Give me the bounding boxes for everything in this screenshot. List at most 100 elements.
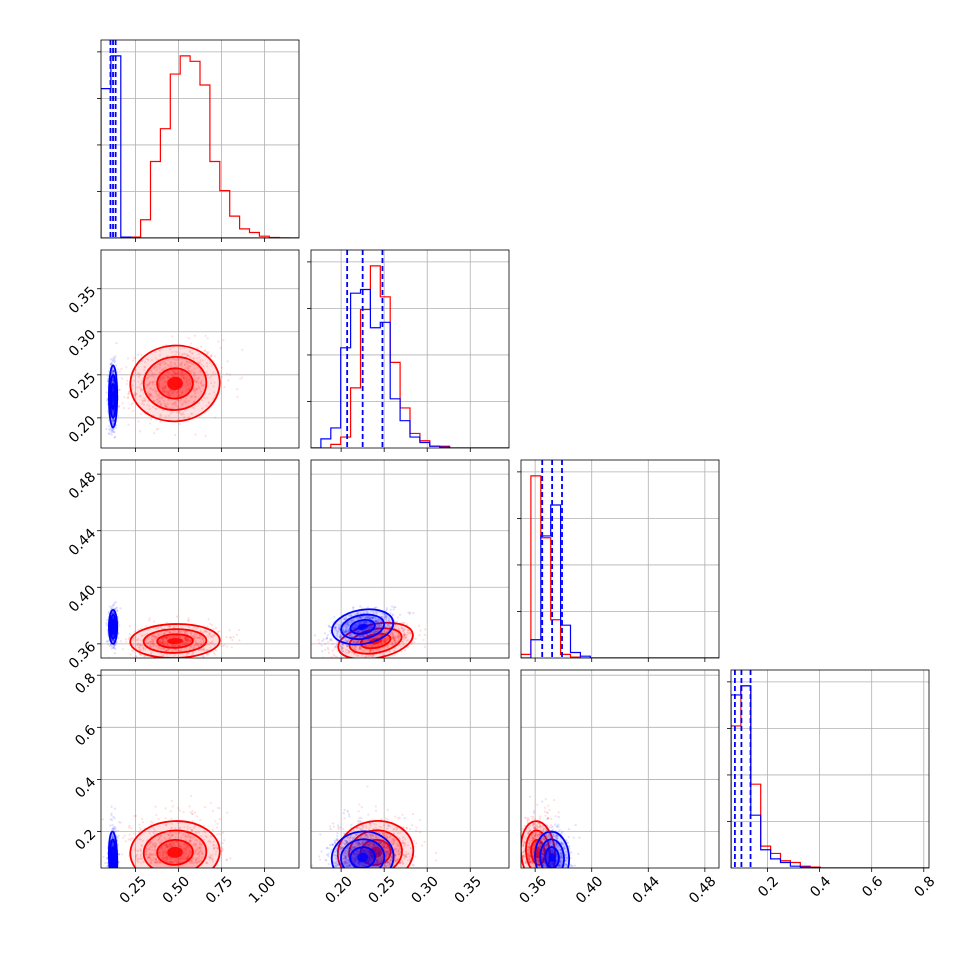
- scatter-point: [186, 638, 189, 641]
- scatter-point: [169, 857, 172, 861]
- scatter-point: [178, 860, 181, 863]
- scatter-point: [337, 627, 340, 630]
- scatter-point: [128, 636, 131, 639]
- scatter-point: [186, 856, 189, 859]
- scatter-point: [196, 347, 199, 350]
- scatter-point: [193, 406, 196, 410]
- scatter-point: [160, 848, 163, 851]
- scatter-point: [403, 628, 406, 631]
- histogram-series: [311, 288, 509, 448]
- scatter-point: [204, 434, 207, 437]
- scatter-point: [199, 859, 202, 862]
- scatter-point: [359, 648, 363, 651]
- scatter-point: [213, 381, 216, 384]
- scatter-point: [374, 631, 377, 635]
- scatter-point: [388, 649, 391, 653]
- scatter-point: [153, 635, 156, 638]
- scatter-point: [150, 853, 153, 856]
- scatter-point: [345, 627, 348, 630]
- scatter-point: [128, 824, 131, 827]
- scatter-point: [347, 632, 350, 635]
- scatter-point: [351, 640, 355, 643]
- scatter-point: [144, 361, 147, 364]
- scatter-point: [335, 655, 338, 658]
- scatter-point: [355, 641, 358, 644]
- scatter-point: [161, 640, 164, 643]
- scatter-point: [339, 652, 342, 655]
- scatter-point: [184, 352, 187, 356]
- scatter-point: [164, 847, 167, 850]
- scatter-point: [189, 839, 192, 842]
- scatter-point: [376, 629, 380, 632]
- scatter-point: [394, 638, 397, 641]
- scatter-point: [369, 623, 372, 626]
- scatter-point: [374, 620, 378, 623]
- scatter-point: [107, 374, 110, 377]
- scatter-point: [183, 846, 187, 850]
- scatter-point: [370, 623, 373, 627]
- scatter-point: [394, 654, 397, 657]
- scatter-point: [194, 379, 197, 382]
- scatter-point: [135, 858, 138, 861]
- scatter-point: [183, 843, 186, 846]
- scatter-point: [171, 410, 174, 414]
- scatter-point: [141, 634, 144, 637]
- scatter-point: [161, 851, 164, 855]
- scatter-point: [185, 376, 188, 379]
- scatter-point: [344, 658, 346, 660]
- scatter-point: [141, 839, 144, 842]
- scatter-point: [186, 353, 189, 357]
- scatter-point: [176, 373, 179, 376]
- scatter-point: [114, 601, 117, 604]
- scatter-point: [184, 643, 187, 646]
- scatter-point: [193, 334, 197, 337]
- scatter-point: [112, 372, 115, 375]
- scatter-point: [140, 388, 143, 391]
- scatter-point: [198, 362, 201, 365]
- scatter-point: [191, 362, 194, 366]
- scatter-point: [111, 420, 114, 424]
- scatter-point: [164, 859, 168, 862]
- scatter-point: [148, 645, 151, 648]
- scatter-point: [226, 811, 229, 814]
- scatter-point: [191, 352, 194, 355]
- scatter-point: [199, 643, 202, 646]
- scatter-point: [187, 388, 190, 391]
- scatter-point: [112, 612, 115, 615]
- scatter-point: [379, 621, 383, 624]
- scatter-point: [149, 823, 153, 826]
- scatter-point: [343, 631, 346, 634]
- scatter-point: [184, 638, 187, 641]
- contour-level: [112, 623, 114, 630]
- scatter-point: [172, 369, 175, 372]
- scatter-point: [220, 375, 223, 379]
- scatter-point: [186, 384, 190, 387]
- scatter-point: [162, 638, 165, 641]
- scatter-point: [157, 427, 160, 431]
- scatter-point: [133, 356, 136, 360]
- scatter-point: [375, 630, 378, 633]
- scatter-point: [192, 388, 195, 391]
- scatter-point: [343, 618, 346, 621]
- scatter-point: [163, 658, 165, 660]
- scatter-point: [165, 653, 169, 656]
- scatter-point: [203, 384, 206, 387]
- scatter-point: [177, 390, 180, 394]
- scatter-point: [141, 817, 144, 821]
- scatter-point: [387, 662, 389, 664]
- scatter-point: [347, 651, 350, 654]
- scatter-point: [219, 346, 222, 350]
- scatter-point: [171, 833, 174, 836]
- scatter-point: [105, 391, 108, 394]
- scatter-point: [155, 368, 158, 371]
- scatter-point: [209, 646, 212, 649]
- scatter-point: [407, 646, 410, 649]
- scatter-point: [383, 640, 387, 643]
- scatter-point: [377, 623, 380, 626]
- scatter-point: [186, 853, 189, 857]
- scatter-point: [179, 857, 182, 860]
- scatter-point: [363, 616, 366, 619]
- scatter-point: [189, 396, 193, 399]
- scatter-point: [356, 634, 360, 637]
- scatter-point: [178, 831, 181, 834]
